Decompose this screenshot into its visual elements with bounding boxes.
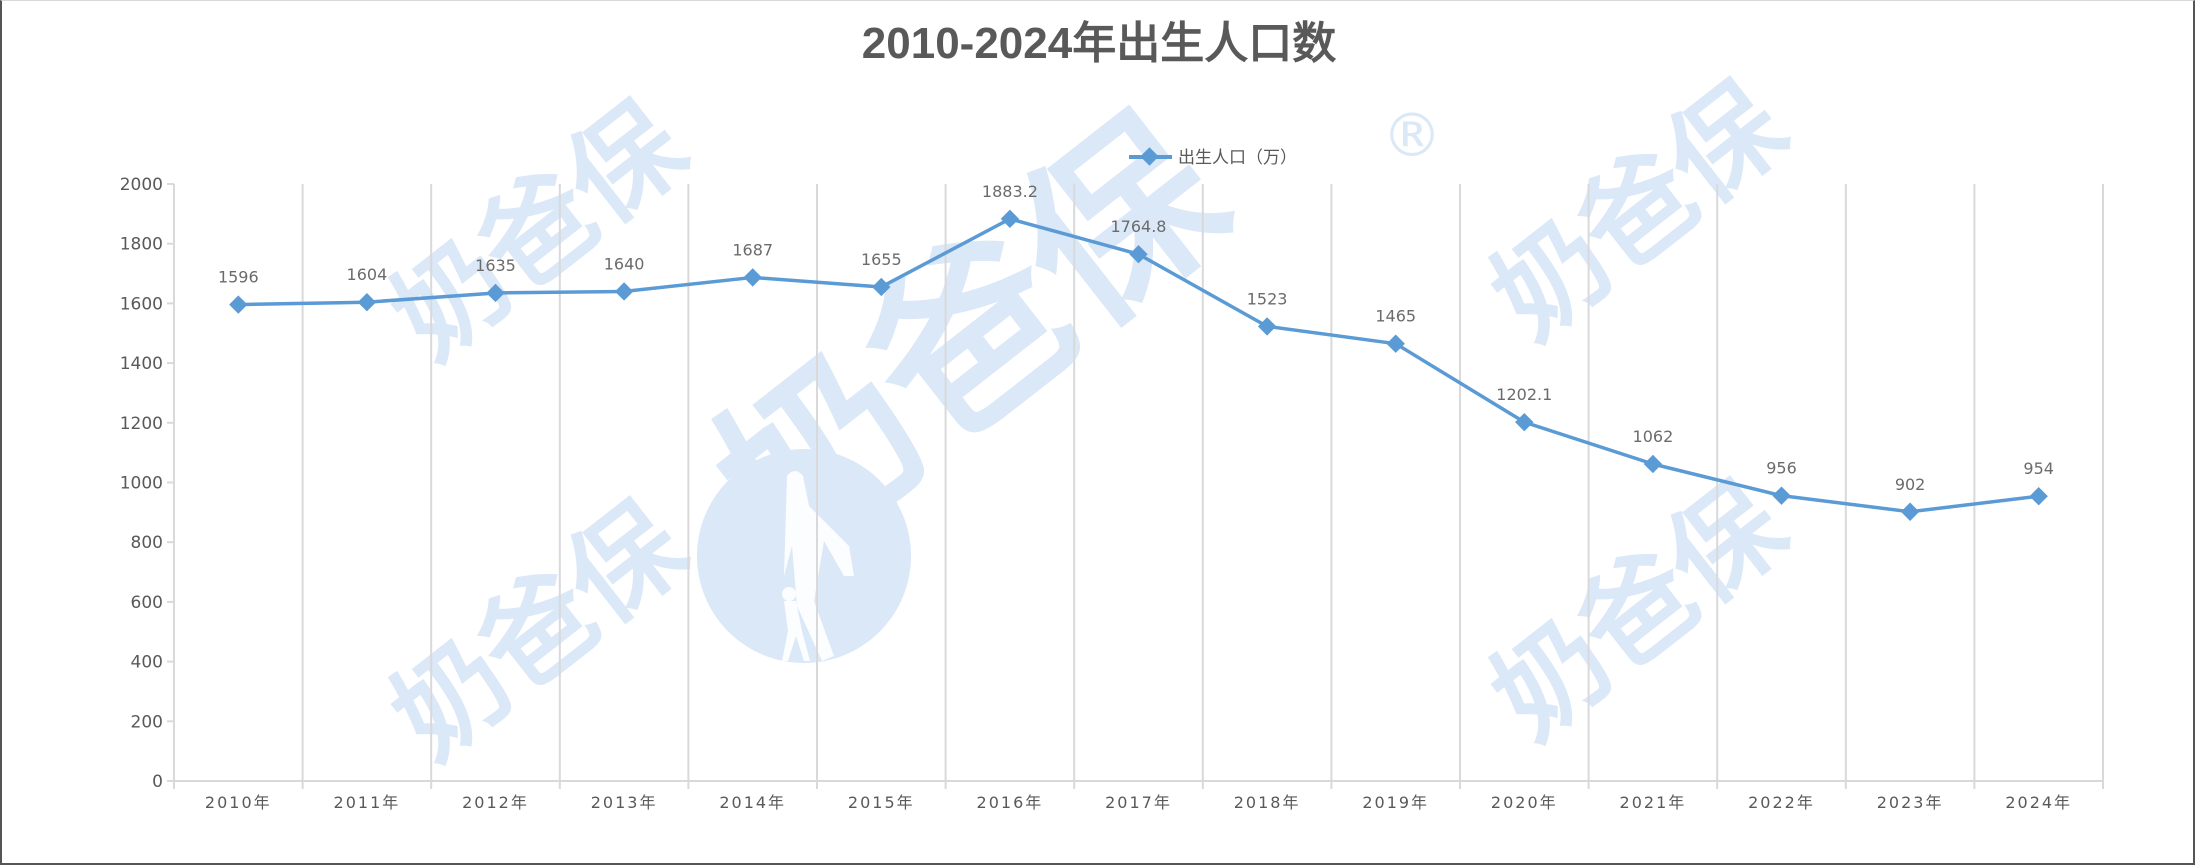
y-tick-label: 1000 bbox=[120, 474, 163, 494]
legend-diamond-icon bbox=[1140, 147, 1159, 166]
data-point-diamond-icon[interactable] bbox=[872, 277, 891, 297]
x-axis: 2010年 2011年 2012年 2013年 2014年 2015年 2016年 2017年… bbox=[174, 780, 2103, 812]
data-point-diamond-icon[interactable] bbox=[743, 268, 762, 287]
x-tick-label: 2010年 bbox=[205, 793, 272, 812]
watermark-text: 奶爸保 bbox=[1469, 458, 1809, 763]
chart-title: 2010-2024年出生人口数 bbox=[862, 19, 1336, 68]
watermark-text: 奶爸保 bbox=[369, 478, 709, 783]
data-point-diamond-icon[interactable] bbox=[1643, 454, 1663, 474]
data-label: 902 bbox=[1895, 475, 1926, 494]
x-tick-label: 2013年 bbox=[591, 793, 658, 812]
y-axis: 0 200 400 600 800 1000 1200 1400 1600 1800 2000 bbox=[120, 175, 175, 792]
x-tick-label: 2016年 bbox=[977, 793, 1044, 812]
x-tick-label: 2024年 bbox=[2005, 793, 2072, 812]
y-tick-label: 800 bbox=[131, 533, 163, 553]
data-point-diamond-icon[interactable] bbox=[229, 295, 248, 314]
x-tick-label: 2020年 bbox=[1491, 793, 1558, 812]
watermark-text: 奶爸保 bbox=[1469, 58, 1809, 363]
y-tick-label: 1800 bbox=[120, 235, 163, 255]
series-birth-population: 1596 1604 1635 1640 1687 1655 1883.2 1764.8 1523… bbox=[218, 182, 2054, 521]
x-tick-label: 2011年 bbox=[334, 793, 401, 812]
x-tick-label: 2014年 bbox=[719, 793, 786, 812]
data-point-diamond-icon[interactable] bbox=[486, 283, 505, 303]
gridlines bbox=[173, 184, 2104, 789]
x-tick-label: 2023年 bbox=[1877, 793, 1944, 812]
y-tick-label: 600 bbox=[131, 593, 163, 613]
data-label: 1465 bbox=[1375, 307, 1416, 326]
data-label: 956 bbox=[1766, 459, 1797, 478]
data-label: 1062 bbox=[1633, 427, 1674, 446]
data-label: 954 bbox=[2023, 459, 2054, 478]
data-point-diamond-icon[interactable] bbox=[614, 282, 634, 301]
data-label: 1883.2 bbox=[982, 182, 1038, 201]
y-tick-label: 200 bbox=[131, 712, 163, 732]
data-label: 1202.1 bbox=[1496, 385, 1552, 404]
data-point-diamond-icon[interactable] bbox=[1257, 317, 1277, 336]
data-label: 1764.8 bbox=[1111, 217, 1167, 236]
y-tick-label: 400 bbox=[131, 653, 163, 673]
data-label: 1596 bbox=[218, 268, 259, 287]
data-point-diamond-icon[interactable] bbox=[1900, 502, 1920, 521]
x-tick-label: 2022年 bbox=[1748, 793, 1815, 812]
x-tick-label: 2017年 bbox=[1105, 793, 1172, 812]
x-tick-label: 2021年 bbox=[1620, 793, 1687, 812]
y-tick-label: 0 bbox=[152, 772, 163, 792]
data-label: 1523 bbox=[1247, 289, 1288, 308]
x-tick-label: 2019年 bbox=[1362, 793, 1429, 812]
legend: 出生人口（万） bbox=[1129, 147, 1297, 168]
data-point-diamond-icon[interactable] bbox=[1000, 209, 1020, 229]
silhouette-child-body-icon bbox=[782, 601, 810, 661]
registered-mark-icon: ® bbox=[1382, 101, 1442, 171]
x-tick-label: 2015年 bbox=[848, 793, 915, 812]
silhouette-child-icon bbox=[782, 587, 796, 601]
y-tick-label: 1600 bbox=[120, 294, 163, 314]
data-label: 1687 bbox=[732, 240, 773, 259]
y-tick-label: 1400 bbox=[120, 354, 163, 374]
data-point-diamond-icon[interactable] bbox=[1772, 486, 1791, 505]
x-tick-label: 2012年 bbox=[462, 793, 529, 812]
data-label: 1640 bbox=[604, 254, 645, 273]
y-tick-label: 1200 bbox=[120, 414, 163, 434]
data-point-diamond-icon[interactable] bbox=[1386, 334, 1405, 353]
x-tick-label: 2018年 bbox=[1234, 793, 1301, 812]
data-label: 1604 bbox=[347, 265, 388, 284]
data-point-diamond-icon[interactable] bbox=[1129, 245, 1148, 264]
y-tick-label: 2000 bbox=[120, 175, 163, 195]
data-point-diamond-icon[interactable] bbox=[1515, 412, 1534, 432]
watermark-text: 奶爸保 bbox=[369, 78, 709, 383]
silhouette-adult-icon bbox=[784, 471, 854, 661]
data-point-diamond-icon[interactable] bbox=[2029, 487, 2048, 506]
data-label: 1655 bbox=[861, 250, 902, 269]
data-point-diamond-icon[interactable] bbox=[357, 293, 377, 312]
data-label: 1635 bbox=[475, 256, 516, 275]
legend-label: 出生人口（万） bbox=[1178, 148, 1297, 168]
